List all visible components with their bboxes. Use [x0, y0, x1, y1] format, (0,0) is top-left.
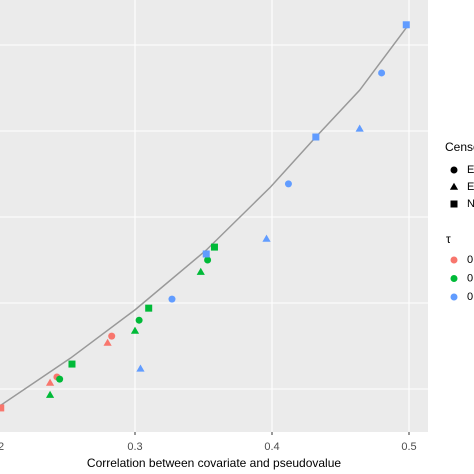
point: [0, 404, 5, 412]
x-tick-label: 0.4: [264, 441, 279, 453]
x-tick-label: 0.3: [127, 441, 142, 453]
point: [204, 256, 212, 264]
point: [202, 250, 210, 258]
point: [108, 332, 116, 340]
legend-label: 0: [467, 254, 473, 266]
point: [45, 390, 55, 398]
point: [402, 21, 410, 29]
point: [45, 378, 55, 386]
point: [196, 267, 205, 275]
point: [56, 375, 64, 383]
legend-title: τ: [446, 232, 451, 246]
x-tick-label: 0.5: [401, 441, 416, 453]
legend-key: [449, 182, 459, 190]
point: [130, 326, 140, 334]
point: [145, 304, 153, 312]
legend-label: 0: [467, 272, 473, 284]
point: [135, 316, 143, 324]
legend-label: N: [467, 198, 474, 210]
point: [284, 180, 292, 188]
panel: [0, 0, 428, 432]
point: [312, 133, 320, 141]
legend-title: Censo: [445, 140, 474, 154]
point: [262, 234, 271, 242]
legend-key: [450, 200, 458, 208]
point: [136, 364, 145, 372]
legend-key: [450, 293, 458, 301]
point: [168, 295, 176, 303]
legend-key: [450, 256, 458, 264]
point: [355, 124, 364, 132]
point: [68, 360, 76, 368]
point: [103, 338, 112, 346]
legend-key: [450, 166, 458, 174]
legend-label: 0: [467, 291, 473, 303]
point: [210, 243, 218, 251]
legend-label: E: [467, 164, 474, 176]
legend-label: E: [467, 181, 474, 193]
point: [378, 69, 386, 77]
legend-key: [450, 275, 458, 282]
x-axis-title: Correlation between covariate and pseudo…: [87, 456, 341, 470]
fit-curve: [0, 27, 407, 407]
x-tick-label: 2: [0, 441, 4, 453]
